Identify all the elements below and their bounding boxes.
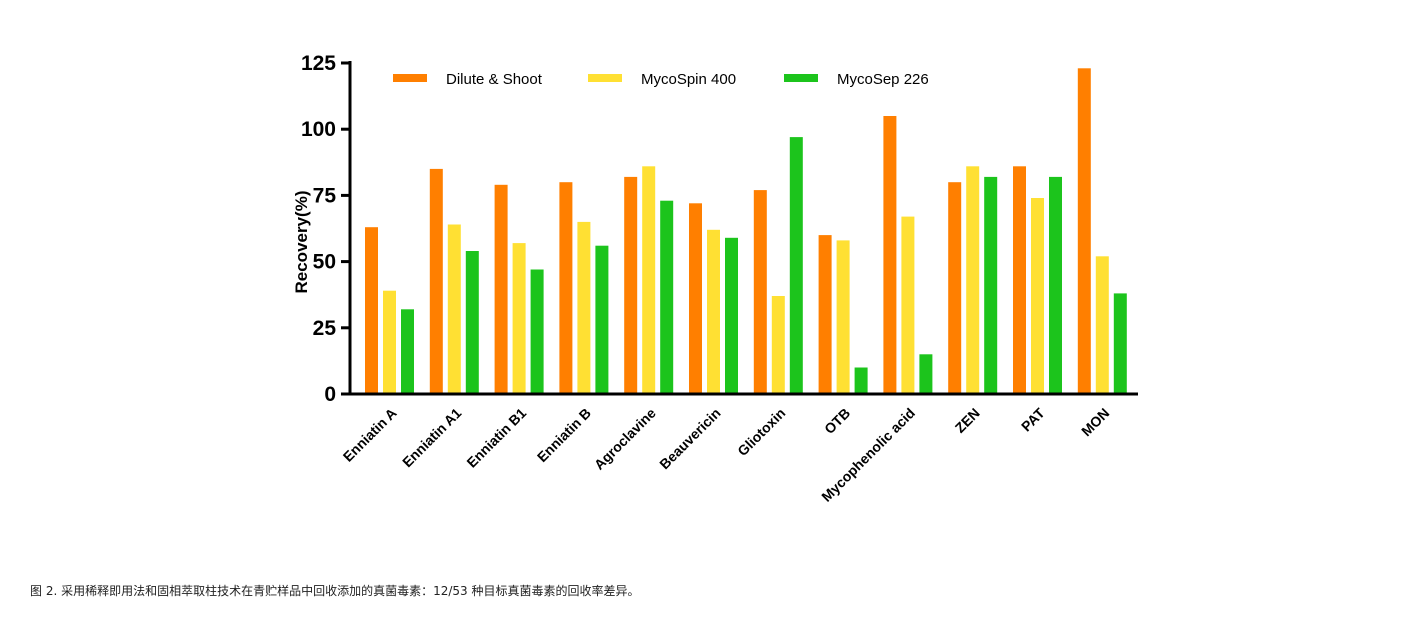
- legend-label: Dilute & Shoot: [446, 71, 543, 88]
- legend: Dilute & Shoot MycoSpin 400 MycoSep 226: [393, 71, 929, 88]
- bar-gliotoxin-mycosep-226: [789, 137, 803, 394]
- x-tick-label: OTB: [821, 405, 853, 437]
- legend-swatch: [784, 74, 818, 82]
- y-tick-label: 100: [301, 118, 336, 141]
- bar-pat-mycospin-400: [1031, 198, 1044, 394]
- bar-mycophenolic-acid-mycospin-400: [901, 216, 915, 394]
- bar-enniatin-a1-dilute-shoot: [429, 168, 443, 394]
- x-tick-label: MON: [1078, 405, 1112, 439]
- x-tick-label: Enniatin A1: [399, 405, 465, 471]
- bar-mycophenolic-acid-mycosep-226: [919, 354, 933, 394]
- bar-otb-mycospin-400: [836, 240, 850, 394]
- bar-agroclavine-dilute-shoot: [624, 176, 638, 394]
- figure-caption: 图 2. 采用稀释即用法和固相萃取柱技术在青贮样品中回收添加的真菌毒素：12/5…: [30, 584, 640, 598]
- bar-agroclavine-mycosep-226: [660, 200, 674, 394]
- bar-pat-mycosep-226: [1049, 176, 1062, 394]
- bar-zen-mycospin-400: [966, 166, 980, 394]
- bar-mon-mycospin-400: [1095, 256, 1109, 394]
- x-tick-label: Enniatin A: [340, 405, 400, 465]
- bar-mon-mycosep-226: [1113, 293, 1127, 394]
- legend-swatch: [393, 74, 427, 82]
- bar-beauvericin-mycosep-226: [725, 237, 738, 394]
- x-tick-label: Gliotoxin: [734, 405, 788, 459]
- y-tick-label: 50: [313, 251, 336, 274]
- x-tick-label: Enniatin B: [534, 405, 594, 465]
- legend-label: MycoSep 226: [837, 71, 929, 88]
- x-tick-label: Enniatin B1: [463, 405, 529, 471]
- y-axis-label: Recovery(%): [292, 191, 311, 294]
- bar-beauvericin-dilute-shoot: [689, 203, 702, 394]
- bar-pat-dilute-shoot: [1013, 166, 1026, 394]
- bar-gliotoxin-mycospin-400: [771, 296, 785, 394]
- bar-enniatin-b-mycospin-400: [577, 221, 591, 394]
- x-tick-label: ZEN: [952, 405, 983, 436]
- bar-enniatin-a1-mycospin-400: [447, 224, 461, 394]
- y-tick-label: 25: [313, 317, 337, 340]
- x-tick-label: Beauvericin: [656, 405, 723, 472]
- y-tick-label: 125: [301, 52, 336, 75]
- bar-enniatin-a-mycospin-400: [383, 290, 396, 394]
- bar-enniatin-a-dilute-shoot: [365, 227, 378, 394]
- bar-mycophenolic-acid-dilute-shoot: [883, 116, 897, 394]
- bar-enniatin-b-mycosep-226: [595, 245, 609, 394]
- bar-enniatin-b1-dilute-shoot: [494, 184, 508, 394]
- bar-enniatin-a1-mycosep-226: [465, 251, 479, 394]
- bar-otb-dilute-shoot: [818, 235, 832, 394]
- y-tick-label: 75: [313, 184, 337, 207]
- bars-layer: [365, 68, 1127, 395]
- bar-otb-mycosep-226: [854, 367, 868, 394]
- x-tick-label: PAT: [1018, 404, 1048, 434]
- legend-swatch: [588, 74, 622, 82]
- bar-beauvericin-mycospin-400: [707, 229, 720, 394]
- bar-enniatin-b1-mycosep-226: [530, 269, 544, 394]
- bar-enniatin-b1-mycospin-400: [512, 243, 526, 394]
- bar-zen-dilute-shoot: [948, 182, 962, 394]
- bar-enniatin-b-dilute-shoot: [559, 182, 573, 394]
- bar-enniatin-a-mycosep-226: [401, 309, 414, 394]
- bar-zen-mycosep-226: [984, 176, 998, 394]
- recovery-bar-chart: Enniatin A Enniatin A1 Enniatin B1 Enniatin…: [292, 52, 1138, 505]
- legend-label: MycoSpin 400: [641, 71, 736, 88]
- x-tick-label: Agroclavine: [591, 405, 659, 473]
- bar-mon-dilute-shoot: [1077, 68, 1091, 395]
- y-tick-label: 0: [324, 383, 336, 406]
- bar-agroclavine-mycospin-400: [642, 166, 656, 394]
- bar-gliotoxin-dilute-shoot: [753, 190, 767, 394]
